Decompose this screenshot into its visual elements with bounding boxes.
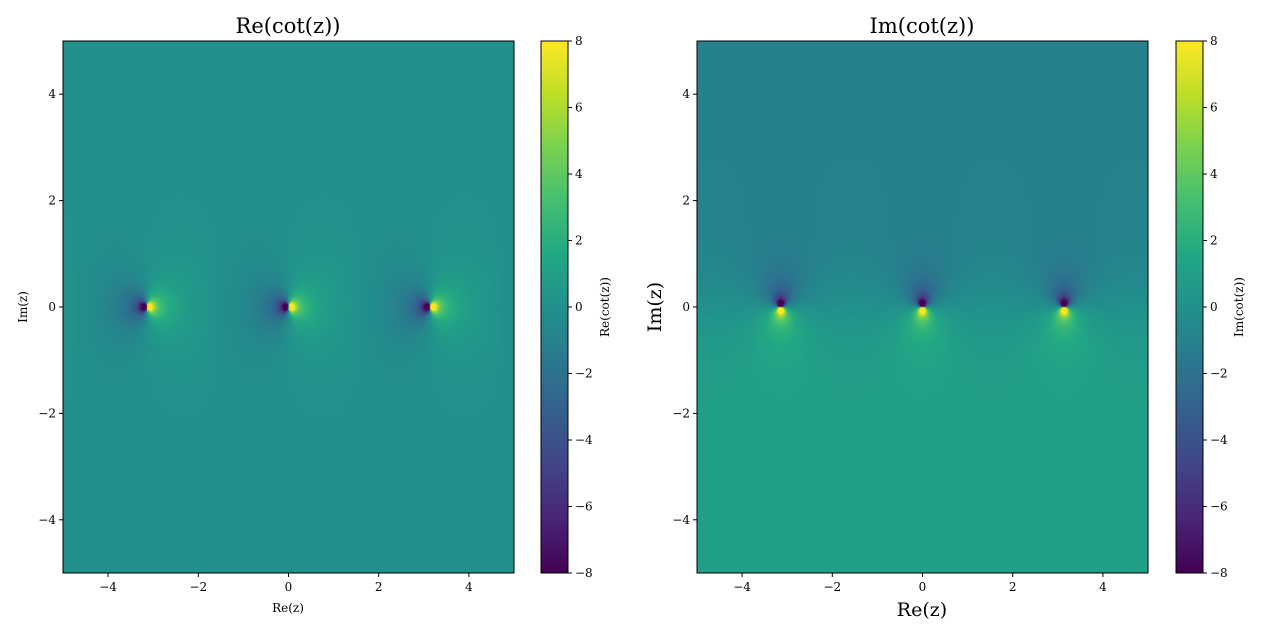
x-tick-label: 4: [1099, 580, 1107, 594]
x-axis-ticks: −4 −2 0 2 4: [99, 573, 473, 594]
y-tick-label: 0: [48, 300, 56, 314]
chart-title: Re(cot(z)): [236, 14, 341, 38]
x-tick-label: −4: [733, 580, 751, 594]
y-tick-label: −2: [38, 406, 56, 420]
colorbar-tick-label: −4: [1210, 433, 1228, 447]
x-tick-label: −2: [189, 580, 207, 594]
colorbar-tick-label: −8: [575, 566, 593, 580]
colorbar-tick-label: 6: [1210, 101, 1218, 115]
y-axis-label: Im(z): [16, 291, 30, 323]
y-tick-label: −4: [38, 513, 56, 527]
y-tick-label: 2: [48, 194, 56, 208]
x-tick-label: −2: [823, 580, 841, 594]
y-axis-label: Im(z): [644, 282, 666, 332]
y-tick-label: −2: [672, 406, 690, 420]
colorbar-tick-label: −4: [575, 433, 593, 447]
heatmap-image: [697, 41, 1148, 573]
y-tick-label: 4: [48, 87, 56, 101]
chart-im-cot: Im(cot(z)) −4 −2 0 2 4 −4 −2 0 2 4 Re(z) Im(z) −…: [644, 14, 1246, 621]
y-tick-label: 2: [682, 194, 690, 208]
colorbar-tick-label: 8: [575, 34, 583, 48]
y-axis-ticks: −4 −2 0 2 4: [672, 87, 697, 527]
x-tick-label: 0: [919, 580, 927, 594]
y-tick-label: 0: [682, 300, 690, 314]
chart-re-cot: Re(cot(z)) −4 −2 0 2 4 −4 −2 0 2 4 Re(z) Im(z) −…: [16, 14, 612, 615]
colorbar-tick-label: −8: [1210, 566, 1228, 580]
colorbar-label: Im(cot(z)): [1232, 277, 1246, 337]
colorbar-tick-label: −2: [575, 367, 593, 381]
colorbar-tick-label: 8: [1210, 34, 1218, 48]
y-tick-label: 4: [682, 87, 690, 101]
x-tick-label: 4: [465, 580, 473, 594]
colorbar: [540, 40, 569, 574]
x-tick-label: 0: [285, 580, 293, 594]
colorbar-tick-label: −2: [1210, 367, 1228, 381]
x-axis-ticks: −4 −2 0 2 4: [733, 573, 1107, 594]
x-tick-label: 2: [375, 580, 383, 594]
colorbar-tick-label: 4: [1210, 167, 1218, 181]
colorbar: [1175, 40, 1204, 574]
colorbar-tick-label: −6: [1210, 500, 1228, 514]
colorbar-tick-label: 2: [1210, 234, 1218, 248]
colorbar-ticks: −8 −6 −4 −2 0 2 4 6 8: [1203, 34, 1228, 580]
chart-title: Im(cot(z)): [870, 14, 975, 38]
x-axis-label: Re(z): [897, 599, 947, 621]
colorbar-tick-label: 0: [575, 300, 583, 314]
colorbar-tick-label: −6: [575, 500, 593, 514]
y-tick-label: −4: [672, 513, 690, 527]
heatmap-image: [63, 41, 514, 573]
x-tick-label: −4: [99, 580, 117, 594]
x-axis-label: Re(z): [272, 601, 304, 615]
x-tick-label: 2: [1009, 580, 1017, 594]
colorbar-tick-label: 2: [575, 234, 583, 248]
colorbar-tick-label: 4: [575, 167, 583, 181]
colorbar-label: Re(cot(z)): [598, 277, 612, 337]
colorbar-ticks: −8 −6 −4 −2 0 2 4 6 8: [568, 34, 593, 580]
y-axis-ticks: −4 −2 0 2 4: [38, 87, 63, 527]
colorbar-tick-label: 6: [575, 101, 583, 115]
colorbar-tick-label: 0: [1210, 300, 1218, 314]
